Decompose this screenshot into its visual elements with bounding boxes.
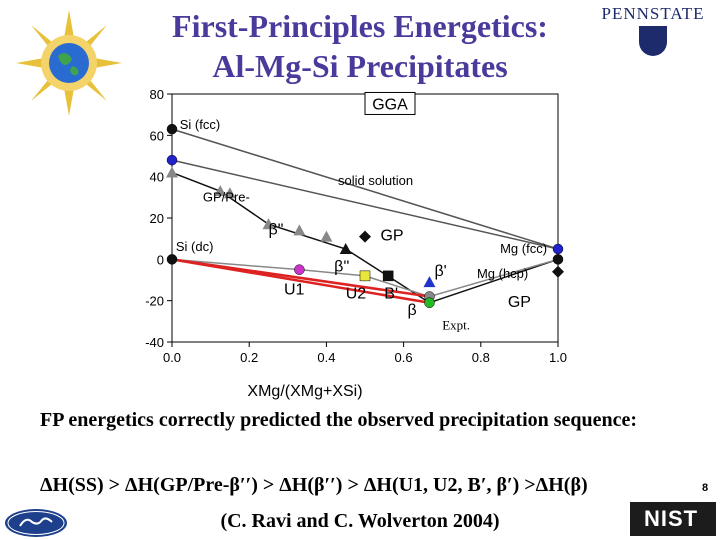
- annotation-label: β': [434, 263, 446, 280]
- annotation-label: Si (fcc): [180, 117, 220, 132]
- data-point: [166, 254, 178, 265]
- series-line: [171, 258, 430, 304]
- data-point: [359, 230, 371, 243]
- energetics-chart: 80 60 40 20 0 -20 -400.0 0.2 0.4 0.6 0.8 1.0 XMg/(XM…: [145, 87, 567, 400]
- data-point: [223, 187, 236, 199]
- y-tick-label: 40: [150, 170, 164, 185]
- data-point: [293, 224, 306, 236]
- penn-state-logo: PENNSTATE: [593, 4, 713, 60]
- y-tick-label: -40: [145, 335, 164, 350]
- shield-icon: [639, 26, 667, 56]
- ford-logo-icon: [5, 509, 67, 537]
- x-tick-label: 1.0: [549, 350, 567, 365]
- data-point: [262, 218, 275, 230]
- annotation-label: B': [384, 286, 398, 303]
- gga-box: [364, 91, 416, 115]
- data-point: [214, 185, 227, 197]
- series-line: [171, 159, 559, 250]
- data-point: [294, 264, 305, 275]
- penn-state-logo-text: PENNSTATE: [601, 4, 705, 23]
- y-tick-label: 80: [150, 87, 164, 102]
- annotation-label: U2: [346, 286, 367, 303]
- annotation-label: Expt.: [442, 318, 470, 333]
- x-tick-label: 0.8: [472, 350, 490, 365]
- globe-sun-logo-icon: [16, 10, 122, 116]
- data-point: [552, 243, 564, 255]
- annotation-label: GP: [380, 228, 403, 245]
- series-line: [171, 128, 559, 250]
- y-tick-label: 60: [150, 128, 164, 143]
- data-point: [552, 265, 564, 278]
- annotation-label: β'': [334, 259, 349, 276]
- nist-logo: NIST: [630, 502, 716, 536]
- annotation-label: Si (dc): [176, 239, 214, 254]
- annotation-label: solid solution: [338, 173, 413, 188]
- data-point: [382, 270, 394, 282]
- slide-title: First-Principles Energetics: Al-Mg-Si Pr…: [120, 6, 600, 86]
- data-point: [423, 276, 436, 288]
- annotation-label: β": [269, 222, 284, 239]
- data-point: [166, 123, 178, 135]
- y-tick-label: -20: [145, 294, 164, 309]
- annotation-label: β: [407, 302, 416, 319]
- x-axis-label: XMg/(XMg+XSi): [247, 383, 362, 400]
- description-text: FP energetics correctly predicted the ob…: [40, 409, 638, 431]
- data-point: [339, 243, 352, 254]
- annotation-label: GP/Pre-: [203, 189, 250, 204]
- annotation-label: GP: [508, 294, 531, 311]
- data-point: [320, 230, 333, 242]
- gga-label: GGA: [372, 96, 408, 113]
- data-point: [359, 270, 371, 282]
- title-line-1: First-Principles Energetics:: [172, 8, 548, 44]
- precipitation-sequence-formula: ΔH(SS) > ΔH(GP/Pre-β′′) > ΔH(β′′) > ΔH(U…: [40, 474, 588, 496]
- annotation-label: Mg (fcc): [500, 241, 547, 256]
- data-point: [166, 166, 178, 178]
- series-line: [171, 171, 559, 304]
- x-tick-label: 0.6: [395, 350, 413, 365]
- data-point: [166, 154, 178, 166]
- x-tick-label: 0.0: [163, 350, 181, 365]
- annotation-label: U1: [284, 281, 305, 298]
- x-tick-label: 0.2: [240, 350, 258, 365]
- nist-logo-text: NIST: [644, 506, 699, 531]
- title-line-2: Al-Mg-Si Precipitates: [212, 48, 508, 84]
- data-point: [424, 297, 435, 308]
- plot-frame: [171, 93, 559, 343]
- x-tick-label: 0.4: [317, 350, 335, 365]
- citation: (C. Ravi and C. Wolverton 2004): [220, 510, 500, 532]
- y-tick-label: 20: [150, 211, 164, 226]
- page-number: 8: [702, 482, 709, 494]
- y-tick-label: 0: [157, 252, 164, 267]
- data-point: [552, 254, 564, 265]
- annotation-label: Mg (hcp): [477, 266, 528, 281]
